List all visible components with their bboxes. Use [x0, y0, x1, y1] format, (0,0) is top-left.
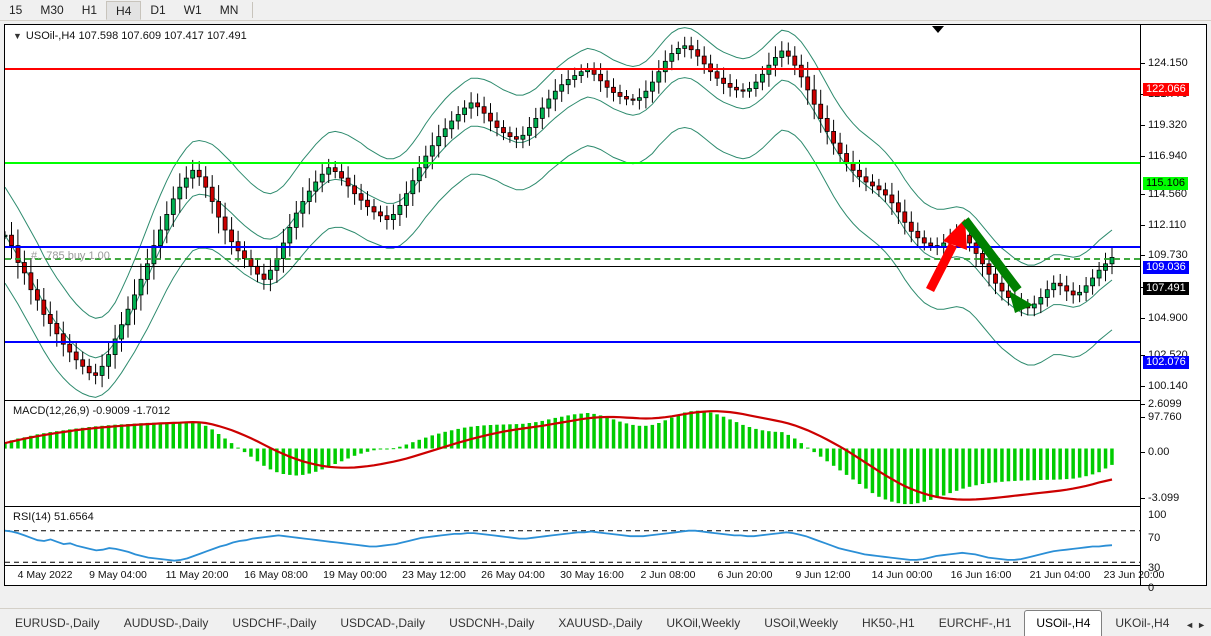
timeframe-mn[interactable]: MN	[219, 2, 239, 17]
time-label: 19 May 00:00	[323, 569, 387, 581]
time-label: 2 Jun 08:00	[640, 569, 696, 581]
axis-label: 116.940	[1148, 150, 1187, 162]
arrow-down-green	[961, 217, 1033, 313]
macd-histogram	[5, 410, 1114, 505]
chart-tab-usdcad-daily[interactable]: USDCAD-,Daily	[340, 616, 426, 630]
chart-tab-xauusd-daily[interactable]: XAUUSD-,Daily	[558, 616, 643, 630]
macd-chart-svg	[5, 410, 1114, 505]
rsi-chart-svg	[5, 529, 1140, 563]
chart-tab-eurchf-h1[interactable]: EURCHF-,H1	[938, 616, 1012, 630]
axis-label: 124.150	[1148, 57, 1188, 69]
chart-tab-ukoil-weekly[interactable]: UKOil,Weekly	[666, 616, 741, 630]
time-label: 9 May 04:00	[89, 569, 147, 581]
candlestick-series	[5, 36, 1115, 388]
level-line-resistance[interactable]	[5, 68, 1140, 70]
macd-axis-label-zero: 0.00	[1148, 446, 1170, 458]
order-label: #...785 buy 1.00	[31, 250, 110, 262]
collapse-caret-icon[interactable]: ▼	[13, 31, 22, 41]
rsi-axis-label-70: 70	[1148, 532, 1161, 544]
time-label: 11 May 20:00	[165, 569, 229, 581]
time-label: 30 May 16:00	[560, 569, 624, 581]
timeframe-d1[interactable]: D1	[150, 2, 166, 17]
price-pane[interactable]: #...785 buy 1.00	[5, 25, 1140, 400]
chart-tab-usoil-h4[interactable]: USOil-,H4	[1024, 610, 1103, 636]
price-badge-resistance: 122.066	[1143, 83, 1189, 96]
chart-frame[interactable]: #...785 buy 1.00	[4, 24, 1207, 594]
time-label: 14 Jun 00:00	[871, 569, 933, 581]
macd-pane[interactable]	[5, 401, 1140, 505]
level-line-entry[interactable]	[5, 258, 1140, 260]
arrow-up-red	[925, 219, 967, 293]
timeframe-toolbar: 15 M30 H1 H4 D1 W1 MN	[0, 0, 1211, 21]
time-label: 21 Jun 04:00	[1029, 569, 1091, 581]
pane-separator-macd-rsi	[5, 506, 1206, 507]
symbol-ohlc-text: USOil-,H4 107.598 107.609 107.417 107.49…	[25, 30, 247, 42]
axis-label: 104.900	[1148, 312, 1188, 324]
time-label: 9 Jun 12:00	[795, 569, 851, 581]
time-label: 23 May 12:00	[402, 569, 466, 581]
chart-tab-usdchf-daily[interactable]: USDCHF-,Daily	[232, 616, 317, 630]
axis-label: 100.140	[1148, 380, 1188, 392]
rsi-axis-label-0: 0	[1148, 582, 1155, 594]
time-axis[interactable]: 4 May 2022 9 May 04:00 11 May 20:00 16 M…	[5, 565, 1164, 585]
chart-tab-bar: EURUSD-,Daily AUDUSD-,Daily USDCHF-,Daily U…	[0, 608, 1211, 636]
bollinger-band-middle	[5, 77, 1113, 359]
level-line-current[interactable]	[5, 266, 1140, 267]
timeframe-m30[interactable]: M30	[40, 2, 64, 17]
timeframe-h4[interactable]: H4	[106, 0, 142, 20]
price-badge-current: 107.491	[1143, 282, 1189, 295]
chart-tab-hk50-h1[interactable]: HK50-,H1	[862, 616, 915, 630]
axis-label: 109.730	[1148, 249, 1188, 261]
rsi-line	[5, 529, 1113, 562]
chart-tab-ukoil-h4[interactable]: UKOil-,H4	[1115, 616, 1170, 630]
trend-arrows[interactable]	[905, 205, 1065, 325]
chart-tabs: EURUSD-,Daily AUDUSD-,Daily USDCHF-,Daily U…	[0, 608, 1180, 636]
time-label: 26 May 04:00	[481, 569, 545, 581]
rsi-pane-title: RSI(14) 51.6564	[13, 511, 94, 523]
axis-label: 119.320	[1148, 119, 1187, 131]
time-label: 6 Jun 20:00	[717, 569, 773, 581]
chart-tab-usdcnh-daily[interactable]: USDCNH-,Daily	[449, 616, 535, 630]
axis-label: 102.520	[1148, 349, 1188, 361]
rsi-pane[interactable]	[5, 507, 1140, 586]
toolbar-divider	[252, 2, 254, 18]
pane-separator-price-macd	[5, 400, 1206, 401]
tab-scroll-right-icon[interactable]: ►	[1197, 620, 1206, 630]
chart-period-marker-icon	[932, 26, 944, 33]
timeframe-m15[interactable]: 15	[9, 2, 23, 17]
time-label: 4 May 2022	[17, 569, 73, 581]
macd-signal-line	[5, 410, 1113, 501]
macd-axis-label-max: 2.6099	[1148, 398, 1182, 410]
chart-tab-usoil-weekly[interactable]: USOil,Weekly	[764, 616, 839, 630]
rsi-axis-label-100: 100	[1148, 509, 1167, 521]
time-label: 23 Jun 20:00	[1103, 569, 1165, 581]
timeframe-w1[interactable]: W1	[183, 2, 202, 17]
price-badge-upper-blue: 109.036	[1143, 261, 1189, 274]
tab-scroll-left-icon[interactable]: ◄	[1185, 620, 1195, 630]
chart-inner: #...785 buy 1.00	[5, 25, 1206, 594]
chart-tab-eurusd-daily[interactable]: EURUSD-,Daily	[15, 616, 100, 630]
price-pane-title: ▼ USOil-,H4 107.598 107.609 107.417 107.4…	[13, 30, 247, 42]
price-badge-lower-blue: 102.076	[1143, 356, 1189, 369]
timeframe-h1[interactable]: H1	[81, 2, 98, 17]
macd-axis-label-min: -3.099	[1148, 492, 1180, 504]
tab-scroll-controls: ◄ ►	[1180, 620, 1211, 636]
axis-label: 114.560	[1148, 188, 1187, 200]
time-label: 16 Jun 16:00	[950, 569, 1012, 581]
price-badge-midline: 115.106	[1143, 177, 1188, 190]
rsi-axis-label-30: 30	[1148, 562, 1161, 574]
axis-label: 112.110	[1148, 219, 1187, 231]
macd-pane-title: MACD(12,26,9) -0.9009 -1.7012	[13, 405, 171, 417]
price-axis[interactable]: 124.150 121.770 119.320 116.940 114.560 …	[1140, 25, 1206, 594]
bollinger-band-upper	[5, 27, 1113, 319]
time-label: 16 May 08:00	[244, 569, 308, 581]
level-line-midline[interactable]	[5, 162, 1140, 164]
level-line-lower-blue[interactable]	[5, 341, 1140, 343]
level-line-upper-blue[interactable]	[5, 246, 1140, 248]
price-chart-svg	[5, 27, 1115, 398]
axis-label: 97.760	[1148, 411, 1182, 423]
chart-tab-audusd-daily[interactable]: AUDUSD-,Daily	[123, 616, 209, 630]
